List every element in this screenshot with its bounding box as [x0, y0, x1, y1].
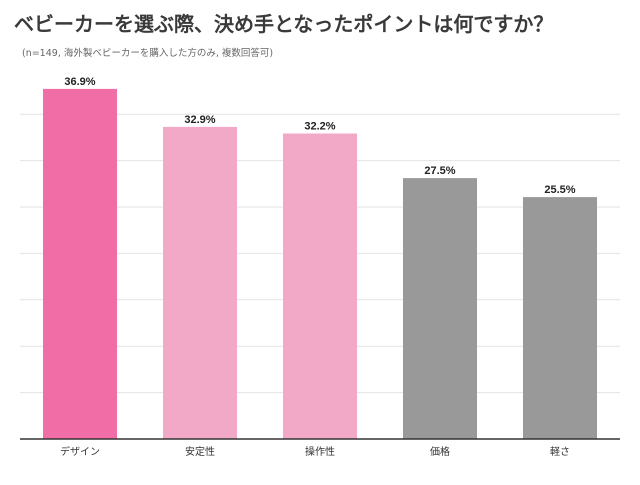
value-label-2: 32.2%	[304, 121, 335, 133]
category-label-3: 価格	[430, 445, 450, 458]
chart-subtitle: (n=149, 海外製ベビーカーを購入した方のみ, 複数回答可)	[22, 48, 274, 59]
category-label-2: 操作性	[305, 445, 335, 458]
bar-3	[403, 178, 477, 439]
value-label-3: 27.5%	[424, 165, 455, 177]
value-label-4: 25.5%	[544, 184, 575, 196]
category-labels: デザイン 安定性 操作性 価格 軽さ	[60, 445, 570, 458]
value-label-1: 32.9%	[184, 114, 215, 126]
bars	[43, 88, 597, 440]
category-label-4: 軽さ	[550, 446, 570, 458]
bar-4	[523, 197, 597, 439]
chart-title: ベビーカーを選ぶ際、決め手となったポイントは何ですか？	[14, 12, 554, 36]
bar-0	[43, 88, 117, 440]
bar-1	[163, 126, 237, 440]
value-labels: 36.9% 32.9% 32.2% 27.5% 25.5%	[64, 76, 575, 196]
bar-2	[283, 133, 357, 439]
category-label-1: 安定性	[185, 445, 215, 458]
value-label-0: 36.9%	[64, 76, 95, 88]
category-label-0: デザイン	[60, 445, 100, 458]
